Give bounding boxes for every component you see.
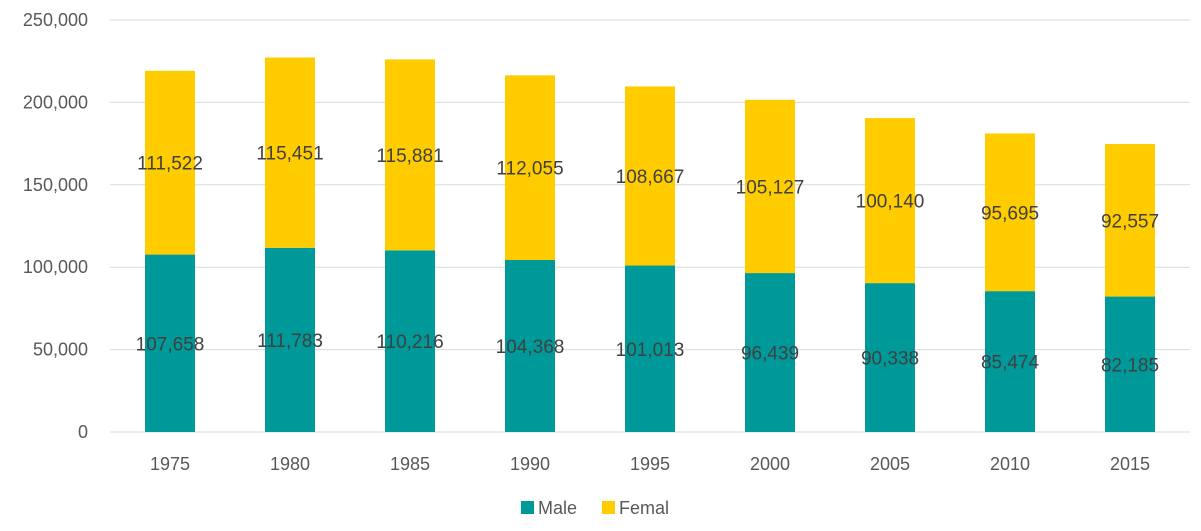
data-label: 92,557 — [1101, 211, 1159, 232]
x-tick-label: 2000 — [750, 454, 790, 474]
bar-male-1990 — [505, 260, 555, 432]
bar-male-2000 — [745, 273, 795, 432]
legend-label-femal: Femal — [619, 498, 669, 518]
bar-femal-1985 — [385, 59, 435, 251]
y-tick-label: 100,000 — [23, 257, 88, 277]
data-label: 105,127 — [736, 177, 805, 198]
x-tick-label: 2015 — [1110, 454, 1150, 474]
x-tick-label: 1995 — [630, 454, 670, 474]
data-label: 101,013 — [616, 340, 685, 361]
data-label: 85,474 — [981, 353, 1040, 374]
bar-femal-1990 — [505, 75, 555, 261]
bar-femal-1995 — [625, 86, 675, 266]
bar-male-2015 — [1105, 296, 1155, 432]
y-tick-label: 0 — [78, 422, 88, 442]
data-label: 104,368 — [496, 337, 565, 358]
data-labels: 107,658 111,522 111,783 115,451 110,216 115,8… — [136, 144, 1159, 377]
bar-male-1980 — [265, 247, 315, 432]
bar-male-2005 — [865, 283, 915, 432]
data-label: 110,216 — [376, 332, 443, 353]
legend: Male Femal — [521, 498, 669, 518]
bar-male-1995 — [625, 265, 675, 432]
y-tick-label: 250,000 — [23, 10, 88, 30]
data-label: 96,439 — [741, 344, 799, 365]
data-label: 107,658 — [136, 334, 205, 355]
data-label: 111,522 — [137, 154, 203, 175]
y-tick-label: 150,000 — [23, 175, 88, 195]
x-tick-label: 2005 — [870, 454, 910, 474]
x-axis: 1975 1980 1985 1990 1995 2000 2005 2010 2015 — [150, 454, 1150, 474]
x-tick-label: 1985 — [390, 454, 430, 474]
data-label: 112,055 — [496, 159, 563, 180]
x-tick-label: 1990 — [510, 454, 550, 474]
bar-femal-2015 — [1105, 144, 1155, 297]
y-axis: 0 50,000 100,000 150,000 200,000 250,000 — [23, 10, 88, 442]
legend-swatch-male — [521, 501, 534, 514]
y-tick-label: 200,000 — [23, 92, 88, 112]
legend-swatch-femal — [602, 501, 615, 514]
x-tick-label: 2010 — [990, 454, 1030, 474]
data-label: 115,451 — [256, 144, 323, 165]
bar-male-1985 — [385, 250, 435, 432]
bars — [145, 57, 1155, 432]
data-label: 95,695 — [981, 203, 1039, 224]
legend-label-male: Male — [538, 498, 577, 518]
bar-male-2010 — [985, 291, 1035, 432]
bar-femal-2010 — [985, 133, 1035, 292]
data-label: 111,783 — [257, 331, 323, 352]
x-tick-label: 1975 — [150, 454, 190, 474]
data-label: 108,667 — [616, 167, 685, 188]
data-label: 100,140 — [856, 192, 925, 213]
bar-femal-1975 — [145, 70, 195, 255]
bar-femal-2000 — [745, 99, 795, 274]
bar-male-1975 — [145, 254, 195, 432]
x-tick-label: 1980 — [270, 454, 310, 474]
data-label: 90,338 — [861, 349, 919, 370]
data-label: 115,881 — [376, 146, 443, 167]
bar-femal-1980 — [265, 57, 315, 248]
bar-femal-2005 — [865, 118, 915, 284]
y-tick-label: 50,000 — [33, 340, 88, 360]
data-label: 82,185 — [1101, 355, 1159, 376]
